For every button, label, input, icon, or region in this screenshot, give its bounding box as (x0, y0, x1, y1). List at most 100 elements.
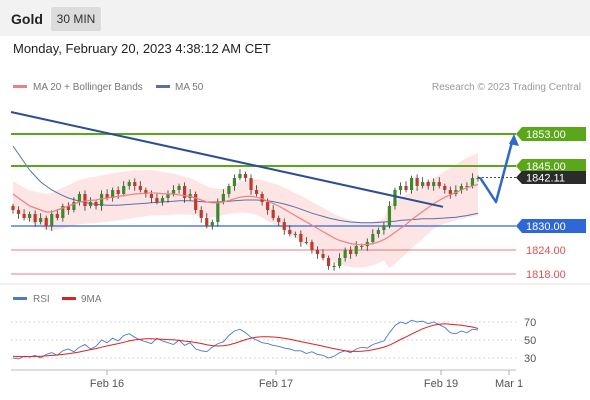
candle-body (415, 178, 419, 186)
candle-body (354, 246, 358, 254)
candle-body (260, 194, 264, 202)
candle-body (194, 194, 198, 210)
candle-body (39, 218, 43, 222)
candle-body (243, 174, 248, 178)
candle-body (343, 250, 347, 258)
level-tag-1830-00 (516, 219, 586, 233)
rsi-panel: 70 50 30 (11, 317, 536, 365)
rsi-line (12, 319, 479, 360)
candle-body (254, 190, 259, 194)
candle-body (465, 186, 469, 187)
candle-body (199, 210, 203, 218)
candle-body (94, 202, 98, 206)
candle-body (22, 214, 26, 218)
instrument-title: Gold (11, 11, 43, 27)
candle-body (72, 202, 76, 210)
candle-body (315, 250, 320, 254)
candle-body (459, 186, 463, 190)
candle-body (205, 218, 209, 226)
forecast-arrow-head (509, 134, 519, 146)
chart-datetime: Monday, February 20, 2023 4:38:12 AM CET (13, 41, 271, 56)
level-label-1845-00: 1845.00 (526, 161, 566, 173)
forecast-arrow-group (478, 134, 519, 204)
bollinger-band-area (13, 153, 478, 269)
candle-body (371, 234, 375, 242)
candle-body (122, 186, 126, 194)
candle-body (33, 214, 37, 222)
candle-body (448, 190, 452, 194)
candle-body (16, 210, 21, 214)
current-price-tag (516, 171, 586, 185)
candle-body (171, 190, 176, 194)
ma20-line-group (12, 183, 479, 246)
candle-body (393, 190, 397, 206)
candle-body (83, 194, 87, 206)
x-axis-ticks: Feb 16 Feb 17 Feb 19 Mar 1 (90, 370, 523, 390)
candle-body (155, 198, 159, 202)
descending-trendline (10, 111, 444, 208)
rsi-tick-30: 30 (524, 353, 536, 365)
candle-body (105, 194, 109, 198)
candle-body (116, 190, 120, 194)
price-levels (11, 133, 516, 275)
ma20-legend-swatch (13, 85, 27, 88)
candle-body (216, 202, 220, 222)
candle-body (470, 178, 475, 186)
candle-body (421, 182, 425, 186)
candle-body (282, 222, 286, 230)
rsi-legend-label: RSI (33, 294, 50, 305)
level-label-1853-00: 1853.00 (526, 129, 566, 141)
ma50-legend-label: MA 50 (175, 82, 204, 93)
candle-body (88, 202, 93, 206)
x-tick-label: Feb 17 (259, 378, 293, 390)
x-tick-label: Mar 1 (495, 378, 523, 390)
candle-body (210, 222, 214, 226)
candle-body (55, 214, 59, 218)
candle-body (409, 178, 414, 190)
rsi-ma9-line (12, 323, 479, 358)
candle-body (288, 230, 292, 234)
candle-body (293, 234, 297, 235)
level-label-1824-00: 1824.00 (526, 245, 566, 257)
rsi-tick-50: 50 (524, 335, 536, 347)
candle-body (61, 206, 65, 218)
bollinger-bands (13, 153, 478, 269)
candle-body (349, 250, 353, 254)
candle-body (77, 194, 82, 202)
candle-body (304, 242, 308, 243)
trendline-group (10, 111, 444, 208)
candle-body (227, 186, 231, 194)
candle-body (321, 254, 325, 258)
candle-body (271, 210, 275, 218)
level-label-1830-00: 1830.00 (526, 221, 566, 233)
candle-body (382, 226, 386, 230)
ma20-legend-label: MA 20 + Bollinger Bands (33, 82, 143, 93)
candle-body (432, 182, 436, 186)
ma9-legend-swatch (62, 297, 76, 300)
candle-body (232, 178, 237, 186)
candle-body (360, 246, 364, 247)
x-tick-label: Feb 16 (90, 378, 124, 390)
level-tag-1853-00 (516, 127, 586, 141)
candle-body (44, 218, 48, 226)
candle-body (166, 194, 170, 198)
candle-body (144, 190, 148, 194)
candle-body (66, 206, 70, 210)
rsi-legend-swatch (13, 297, 27, 300)
ma9-legend-label: 9MA (81, 294, 102, 305)
level-label-1818-00: 1818.00 (526, 269, 566, 281)
candle-body (11, 206, 15, 210)
timeframe-button[interactable]: 30 MIN (51, 7, 101, 31)
candle-body (266, 202, 270, 210)
ma50-legend-swatch (156, 85, 170, 88)
candle-body (249, 178, 253, 190)
level-labels: 1853.00 1845.00 1830.00 1824.00 1818.00 1842.… (478, 127, 586, 281)
candle-body (387, 206, 392, 226)
candle-body (443, 186, 447, 190)
candle-body (404, 186, 408, 190)
candle-body (376, 230, 380, 234)
candle-body (332, 266, 336, 267)
candle-body (326, 258, 331, 266)
candle-body (437, 182, 441, 186)
